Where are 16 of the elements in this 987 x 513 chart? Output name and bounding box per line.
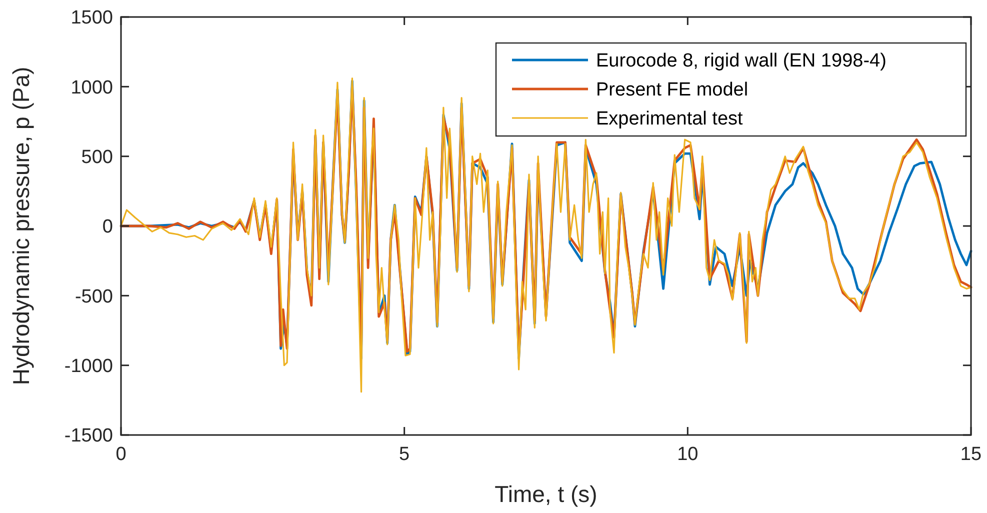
x-tick-label: 5	[399, 444, 410, 465]
y-tick-label: 500	[81, 146, 113, 168]
x-axis-title: Time, t (s)	[494, 481, 598, 507]
y-tick-label: -500	[74, 286, 113, 308]
legend-label: Present FE model	[596, 80, 748, 101]
y-tick-label: 0	[102, 216, 113, 238]
y-tick-label: 1500	[70, 8, 113, 29]
y-tick-label: -1500	[64, 426, 113, 447]
y-tick-label: 1000	[70, 77, 113, 98]
legend-label: Experimental test	[596, 108, 744, 130]
x-tick-label: 0	[116, 444, 126, 465]
legend-label: Eurocode 8, rigid wall (EN 1998-4)	[596, 50, 886, 72]
x-tick-label: 10	[677, 444, 698, 465]
y-tick-label: -1000	[64, 356, 113, 377]
x-tick-label: 15	[960, 444, 982, 465]
y-axis-title: Hydrodynamic pressure, p (Pa)	[8, 66, 34, 386]
